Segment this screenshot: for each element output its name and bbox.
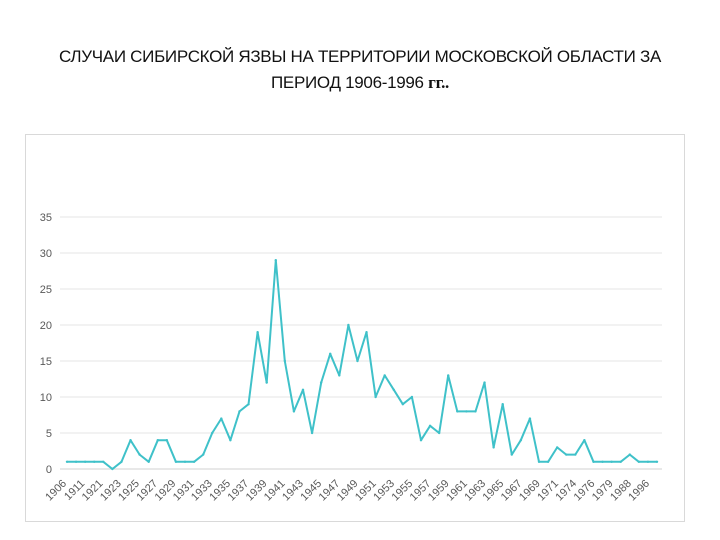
data-point bbox=[501, 403, 504, 406]
data-point bbox=[510, 453, 513, 456]
data-point bbox=[519, 439, 523, 442]
data-point bbox=[610, 460, 613, 463]
data-point bbox=[365, 331, 368, 334]
x-axis-ticks: 1906191119211923192519271929193119331935… bbox=[43, 478, 652, 504]
data-point bbox=[129, 439, 132, 442]
data-point bbox=[310, 431, 314, 435]
data-point bbox=[447, 374, 450, 377]
y-axis-ticks: 0 5 10 15 20 25 30 35 bbox=[40, 212, 52, 476]
data-point bbox=[383, 374, 386, 377]
data-point bbox=[120, 460, 123, 463]
data-point bbox=[201, 453, 205, 456]
data-point bbox=[565, 453, 568, 456]
chart-title-line1: СЛУЧАИ СИБИРСКОЙ ЯЗВЫ НА ТЕРРИТОРИИ МОСК… bbox=[59, 47, 661, 66]
y-tick-label: 5 bbox=[46, 428, 52, 440]
data-point bbox=[465, 410, 468, 413]
y-tick-label: 10 bbox=[40, 392, 52, 404]
data-point bbox=[319, 381, 323, 384]
data-point bbox=[247, 403, 250, 406]
data-point bbox=[619, 460, 622, 463]
data-point bbox=[147, 460, 150, 463]
data-point bbox=[546, 460, 550, 463]
data-point bbox=[192, 460, 196, 463]
chart-title: СЛУЧАИ СИБИРСКОЙ ЯЗВЫ НА ТЕРРИТОРИИ МОСК… bbox=[0, 44, 720, 96]
x-tick-label: 1996 bbox=[626, 478, 652, 504]
data-point bbox=[292, 410, 296, 413]
y-tick-label: 25 bbox=[40, 284, 52, 296]
gridlines bbox=[60, 216, 662, 470]
data-point bbox=[456, 410, 459, 413]
chart-title-suffix: гг.. bbox=[428, 73, 449, 92]
data-point bbox=[537, 460, 541, 463]
data-point bbox=[474, 410, 477, 413]
data-point bbox=[165, 439, 169, 442]
data-point bbox=[601, 460, 604, 463]
data-point bbox=[83, 460, 87, 463]
data-point bbox=[583, 439, 586, 442]
data-point bbox=[102, 460, 105, 463]
data-point bbox=[356, 359, 359, 363]
data-point bbox=[283, 359, 287, 363]
y-tick-label: 35 bbox=[40, 212, 52, 224]
series-group bbox=[65, 259, 659, 471]
data-point bbox=[220, 417, 223, 420]
data-point bbox=[74, 460, 78, 463]
data-point bbox=[256, 331, 259, 334]
data-point bbox=[156, 439, 159, 442]
data-point bbox=[374, 395, 377, 399]
chart-title-period: ПЕРИОД 1906-1996 bbox=[271, 73, 424, 92]
data-point bbox=[419, 439, 423, 442]
chart-panel bbox=[25, 134, 685, 522]
data-point bbox=[392, 388, 395, 391]
data-point bbox=[555, 446, 559, 449]
data-point bbox=[229, 439, 232, 442]
data-point bbox=[401, 403, 405, 406]
data-point bbox=[646, 460, 650, 463]
data-point bbox=[492, 446, 495, 449]
data-point bbox=[428, 424, 432, 427]
data-point bbox=[138, 453, 141, 456]
data-point bbox=[592, 460, 595, 463]
data-point bbox=[637, 460, 641, 463]
data-point bbox=[574, 453, 577, 456]
data-point bbox=[329, 352, 332, 355]
data-point bbox=[655, 460, 659, 463]
series-line bbox=[67, 259, 657, 470]
data-point bbox=[338, 374, 341, 377]
data-point bbox=[410, 395, 414, 399]
data-point bbox=[174, 460, 178, 463]
data-point bbox=[183, 460, 187, 463]
data-point bbox=[483, 381, 486, 384]
y-tick-label: 30 bbox=[40, 248, 52, 260]
data-point bbox=[93, 460, 96, 463]
data-point bbox=[274, 259, 277, 262]
data-point bbox=[437, 431, 441, 435]
data-point bbox=[238, 410, 241, 413]
data-point bbox=[211, 431, 214, 435]
data-point bbox=[528, 417, 532, 420]
y-tick-label: 20 bbox=[40, 320, 52, 332]
chart-title-line2: ПЕРИОД 1906-1996 гг.. bbox=[0, 70, 720, 96]
y-tick-label: 15 bbox=[40, 356, 52, 368]
data-point bbox=[65, 460, 69, 463]
data-point bbox=[301, 388, 305, 391]
data-point bbox=[628, 453, 631, 456]
data-point bbox=[111, 467, 114, 471]
data-point bbox=[265, 381, 268, 384]
data-point bbox=[347, 323, 350, 327]
y-tick-label: 0 bbox=[46, 464, 52, 476]
